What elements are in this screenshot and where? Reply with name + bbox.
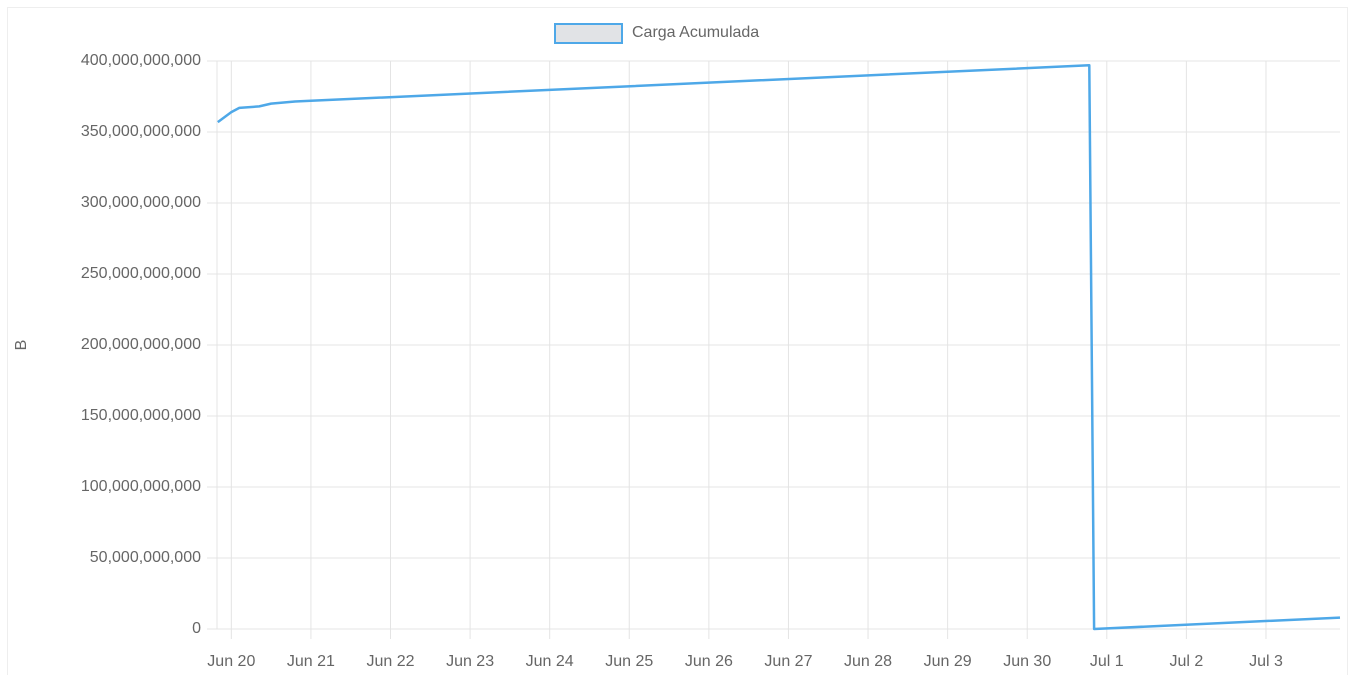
- y-tick-label: 300,000,000,000: [81, 194, 201, 211]
- x-tick-label: Jul 3: [1249, 653, 1283, 670]
- y-tick-label: 100,000,000,000: [81, 478, 201, 495]
- x-tick-label: Jul 1: [1090, 653, 1124, 670]
- x-tick-label: Jun 24: [526, 653, 574, 670]
- y-tick-label: 250,000,000,000: [81, 265, 201, 282]
- y-tick-label: 200,000,000,000: [81, 336, 201, 353]
- x-tick-label: Jun 22: [366, 653, 414, 670]
- x-tick-label: Jul 2: [1169, 653, 1203, 670]
- x-tick-label: Jun 29: [924, 653, 972, 670]
- data-line: [217, 64, 1341, 631]
- y-tick-label: 50,000,000,000: [90, 549, 201, 566]
- y-tick-label: 350,000,000,000: [81, 123, 201, 140]
- x-tick-label: Jun 27: [764, 653, 812, 670]
- y-tick-label: 400,000,000,000: [81, 52, 201, 69]
- y-axis-label: B: [13, 340, 30, 351]
- x-tick-label: Jun 25: [605, 653, 653, 670]
- x-tick-label: Jun 23: [446, 653, 494, 670]
- x-tick-label: Jun 30: [1003, 653, 1051, 670]
- x-tick-label: Jun 21: [287, 653, 335, 670]
- x-tick-label: Jun 28: [844, 653, 892, 670]
- y-tick-label: 0: [192, 620, 201, 637]
- x-tick-label: Jun 20: [207, 653, 255, 670]
- frame: [7, 7, 1348, 675]
- x-tick-label: Jun 26: [685, 653, 733, 670]
- y-tick-label: 150,000,000,000: [81, 407, 201, 424]
- legend-swatch: [554, 23, 623, 44]
- legend-label: Carga Acumulada: [632, 24, 759, 41]
